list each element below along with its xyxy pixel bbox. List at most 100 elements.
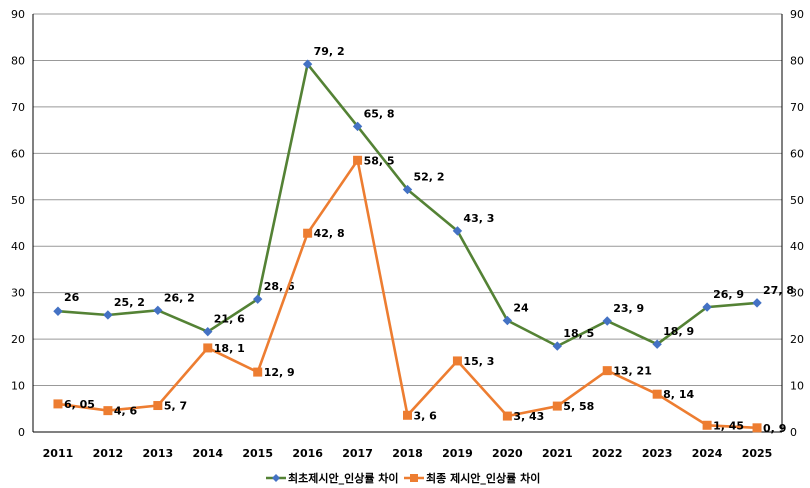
data-point [53,399,63,409]
data-point [502,411,512,421]
data-label: 12, 9 [264,366,295,379]
data-label: 6, 05 [64,398,95,411]
data-label: 0, 9 [763,422,786,435]
data-point [103,310,113,320]
x-tick-label: 2013 [143,447,174,460]
data-label: 3, 6 [414,409,438,422]
y-tick-label-right: 40 [790,240,804,253]
y-tick-label-right: 30 [790,287,804,300]
data-point [252,294,263,304]
y-tick-label-left: 70 [11,101,25,114]
data-label: 18, 9 [663,325,694,338]
x-tick-label: 2023 [642,447,673,460]
data-point [402,184,413,195]
y-tick-label-right: 50 [790,194,804,207]
data-label: 79, 2 [314,45,345,58]
y-tick-label-left: 60 [11,147,25,160]
x-tick-label: 2022 [592,447,623,460]
y-tick-label-right: 10 [790,380,804,393]
data-point [302,59,313,69]
legend-marker-2 [410,474,418,482]
x-tick-label: 2018 [392,447,423,460]
y-tick-label-right: 70 [790,101,804,114]
series-1: 26 25, 2 26, 221, 628, 679, 265, 852, 243,… [53,45,794,351]
y-tick-label-left: 30 [11,287,25,300]
x-tick-label: 2019 [442,447,473,460]
x-tick-label: 2025 [742,447,773,460]
data-label: 65, 8 [364,107,395,120]
y-tick-label-right: 80 [790,54,804,67]
data-label: 5, 7 [164,400,187,413]
data-point [203,343,213,353]
data-point [53,306,63,316]
data-label: 58, 5 [364,154,395,167]
data-label: 27, 8 [763,284,794,297]
x-tick-label: 2012 [93,447,124,460]
data-point [303,228,313,238]
y-tick-label-left: 50 [11,194,25,207]
y-tick-label-left: 10 [11,380,25,393]
data-label: 52, 2 [414,171,445,184]
data-point [652,389,662,399]
data-label: 4, 6 [114,405,138,418]
y-tick-label-right: 20 [790,333,804,346]
data-point [602,366,612,376]
y-tick-label-left: 90 [11,8,25,21]
data-point [403,410,412,420]
data-label: 42, 8 [314,227,345,240]
y-tick-label-right: 60 [790,147,804,160]
x-tick-label: 2015 [242,447,273,460]
data-point [602,316,612,326]
data-point [452,356,462,366]
data-point [153,401,163,411]
data-label: 8, 14 [663,388,694,401]
legend-label-1: 최초제시안_인상률 차이 [288,471,399,485]
x-tick-label: 2017 [342,447,373,460]
y-tick-label-left: 80 [11,54,25,67]
x-tick-label: 2024 [692,447,723,460]
data-label: 25, 2 [114,296,145,309]
data-label: 21, 6 [214,313,245,326]
data-point [552,401,562,411]
y-tick-label-right: 90 [790,8,804,21]
x-tick-label: 2014 [192,447,223,460]
legend-label-2: 최종 제시안_인상률 차이 [426,471,540,485]
data-point [552,341,563,351]
data-label: 26, 9 [713,288,744,301]
data-label: 26 [64,291,80,304]
data-label: 5, 58 [563,400,594,413]
legend-marker-1 [272,474,280,482]
data-label: 15, 3 [463,355,494,368]
data-point [502,315,513,326]
data-label: 3, 43 [513,410,544,423]
x-tick-label: 2020 [492,447,523,460]
data-point [652,339,662,349]
data-point [253,367,263,377]
legend: 최초제시안_인상률 차이 최종 제시안_인상률 차이 [266,471,540,485]
x-tick-label: 2021 [542,447,573,460]
data-label: 43, 3 [463,212,494,225]
series-2: 6, 05 4, 6 5, 7 18, 1 12, 9 42, 8 58, 5 3, 6 15,… [53,154,786,435]
data-label: 1, 45 [713,419,744,432]
data-label: 23, 9 [613,302,644,315]
data-point [752,423,762,433]
y-tick-label-left: 20 [11,333,25,346]
data-label: 18, 5 [563,327,594,340]
y-tick-label-right: 0 [790,426,797,439]
data-point [353,155,363,165]
data-point [702,420,712,430]
data-label: 18, 1 [214,342,245,355]
data-label: 24 [513,302,529,315]
data-point [452,226,463,236]
data-label: 26, 2 [164,291,195,304]
data-point [203,326,213,337]
x-tick-label: 2011 [43,447,74,460]
data-point [752,298,762,308]
data-point [153,305,163,316]
gridlines [33,13,782,433]
data-point [352,121,363,132]
x-tick-label: 2016 [292,447,323,460]
y-tick-label-left: 0 [18,426,25,439]
